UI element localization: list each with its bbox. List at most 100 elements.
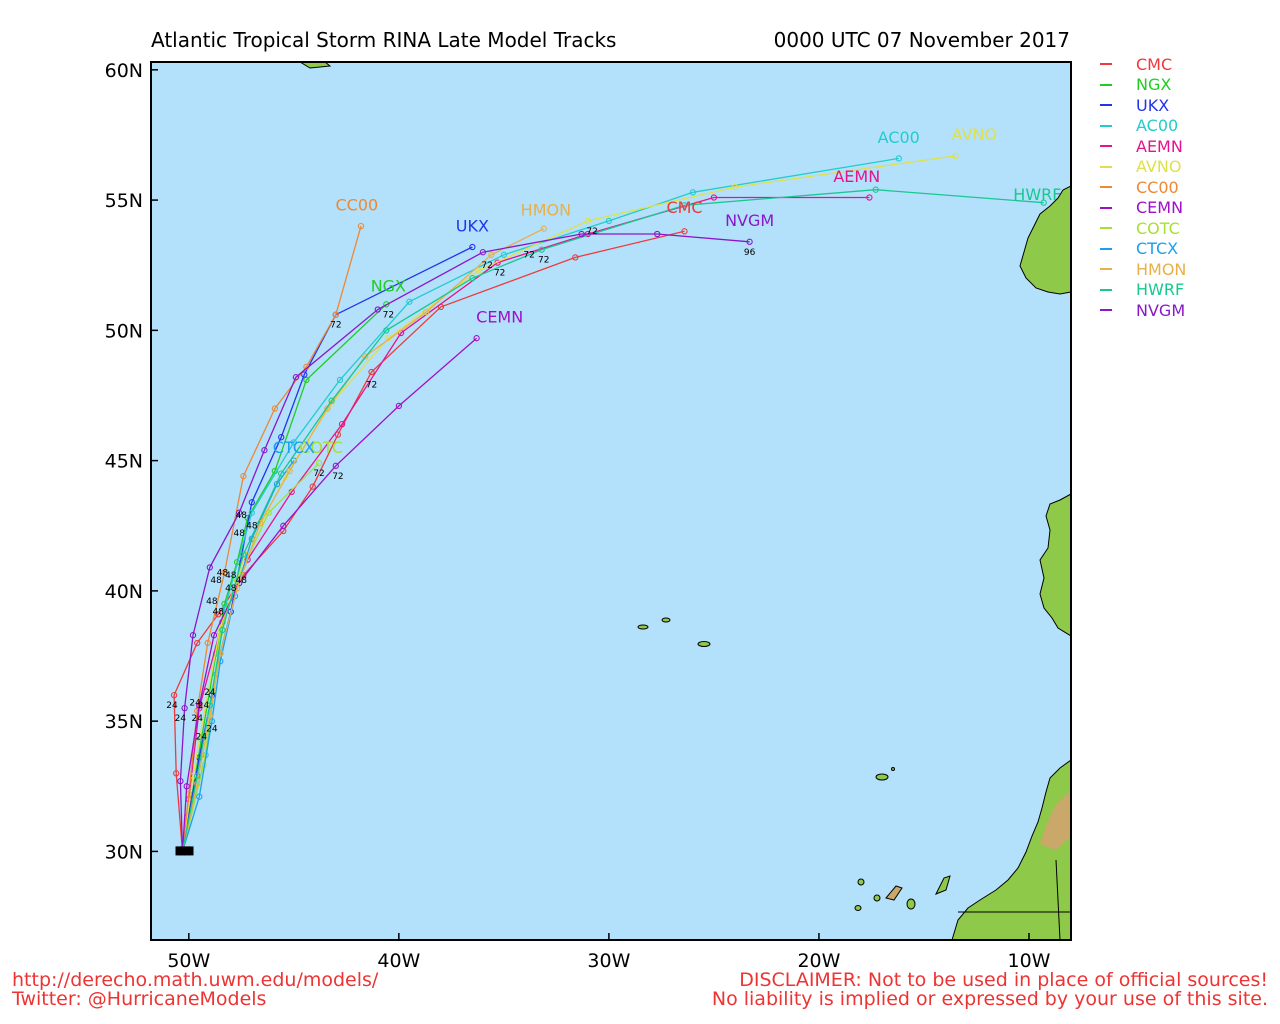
track-point-cc00: [357, 222, 365, 230]
footer-url-link[interactable]: http://derecho.math.uwm.edu/models/: [12, 969, 379, 991]
track-point-hwrf: [219, 626, 226, 634]
track-point-nvgm: [236, 509, 243, 516]
hour-label: 24: [175, 714, 187, 724]
track-point-cc00: [332, 311, 339, 318]
track-point-cemn: [473, 335, 480, 342]
track-point-cemn: [210, 632, 218, 639]
track-point-avno: [952, 152, 959, 159]
hour-label: 72: [586, 227, 597, 237]
track-point-ngx: [383, 301, 390, 308]
hour-label: 24: [189, 699, 201, 709]
atlas-highland: [1040, 790, 1071, 850]
hour-label: 24: [206, 725, 218, 735]
lat-label: 50N: [105, 320, 143, 342]
track-label-avno: AVNO: [952, 125, 997, 144]
track-line-cmc: [173, 230, 685, 852]
track-label-cotc: COTC: [299, 438, 343, 457]
track-label-cc00: CC00: [335, 196, 378, 215]
track-point-hmon: [217, 650, 224, 657]
legend-swatch: [1100, 288, 1112, 291]
africa-landmass: [951, 759, 1071, 940]
track-point-cc00: [271, 405, 279, 412]
hour-label: 72: [538, 256, 549, 266]
track-line-aemn: [181, 196, 870, 852]
land-layer: [299, 62, 1071, 940]
hour-label: 48: [212, 607, 224, 617]
start-marker-block: [187, 846, 194, 856]
track-point-ukx: [278, 434, 285, 441]
track-point-ctcx: [196, 793, 203, 800]
track-point-cmc: [309, 483, 316, 490]
hour-label: 48: [225, 571, 237, 581]
track-point-nvgm: [181, 704, 188, 712]
track-point-ac00: [290, 439, 297, 446]
legend-item-ctcx: CTCX: [1100, 239, 1186, 260]
legend-label: NGX: [1136, 75, 1172, 95]
hour-label: 72: [313, 469, 324, 479]
hour-label: 48: [246, 521, 258, 531]
azores-island: [661, 617, 671, 623]
track-label-ac00: AC00: [878, 128, 920, 147]
track-point-cemn: [395, 402, 403, 410]
canary-island: [857, 878, 865, 886]
hour-label: 72: [523, 250, 534, 260]
track-point-hwrf: [206, 702, 213, 709]
madeira-island: [875, 773, 889, 781]
track-point-cemn: [196, 702, 203, 709]
azores-island: [697, 641, 711, 647]
lon-label: 40W: [377, 950, 420, 972]
track-label-ukx: UKX: [456, 216, 489, 235]
track-label-nvgm: NVGM: [725, 211, 774, 230]
hour-label: 48: [233, 529, 245, 539]
track-point-nvgm: [654, 230, 661, 238]
hour-label: 48: [217, 568, 229, 578]
track-point-hmon: [194, 780, 201, 787]
track-point-avno: [731, 183, 739, 191]
canary-island: [934, 875, 951, 895]
lat-label: 55N: [105, 190, 143, 212]
canary-island: [854, 905, 862, 911]
track-point-ukx: [469, 243, 476, 251]
legend-label: AVNO: [1136, 157, 1182, 177]
legend-swatch: [1100, 309, 1112, 312]
border-line-2: [1055, 859, 1061, 940]
lat-label: 35N: [105, 711, 143, 733]
track-label-ctcx: CTCX: [273, 438, 315, 457]
legend-item-ngx: NGX: [1100, 75, 1186, 96]
hour-label: 96: [744, 248, 756, 258]
track-point-hwrf: [383, 327, 390, 334]
footer-twitter: Twitter: @HurricaneModels: [12, 988, 267, 1010]
track-point-cmc: [681, 228, 688, 235]
track-point-cemn: [280, 522, 287, 529]
legend-item-ukx: UKX: [1100, 95, 1186, 116]
axis-labels: 60N 55N 50N 45N 40N 35N 30N 50W 40W 30W 20W 10W: [105, 60, 1051, 972]
track-line-cc00: [181, 225, 362, 852]
track-point-ac00: [895, 155, 902, 162]
track-point-hwrf: [278, 470, 285, 477]
legend-label: AEMN: [1136, 136, 1183, 156]
canary-island: [885, 885, 903, 901]
hour-label: 72: [366, 381, 377, 391]
forecast-hour-labels: 2424242424242424484848484848484848487272…: [166, 227, 755, 742]
lat-label: 30N: [105, 841, 143, 863]
track-point-hwrf: [194, 772, 201, 780]
lon-label: 20W: [797, 950, 840, 972]
lon-label: 30W: [587, 950, 630, 972]
track-point-hmon: [423, 308, 430, 316]
start-marker-block: [183, 846, 190, 856]
lat-label: 60N: [105, 60, 143, 82]
track-point-cmc: [170, 691, 178, 699]
legend-label: CC00: [1136, 177, 1179, 197]
track-point-cotc: [315, 460, 323, 467]
track-point-aemn: [710, 194, 718, 201]
ireland-landmass: [1019, 185, 1071, 295]
track-point-hmon: [206, 712, 213, 720]
map-title: Atlantic Tropical Storm RINA Late Model …: [151, 28, 617, 52]
track-point-cmc: [334, 431, 342, 438]
track-point-hwrf: [240, 551, 247, 558]
hour-label: 72: [330, 321, 341, 331]
legend-item-hmon: HMON: [1100, 259, 1186, 280]
axis-ticks: [151, 69, 1030, 940]
track-point-nvgm: [177, 777, 184, 785]
track-point-nvgm: [746, 238, 753, 245]
